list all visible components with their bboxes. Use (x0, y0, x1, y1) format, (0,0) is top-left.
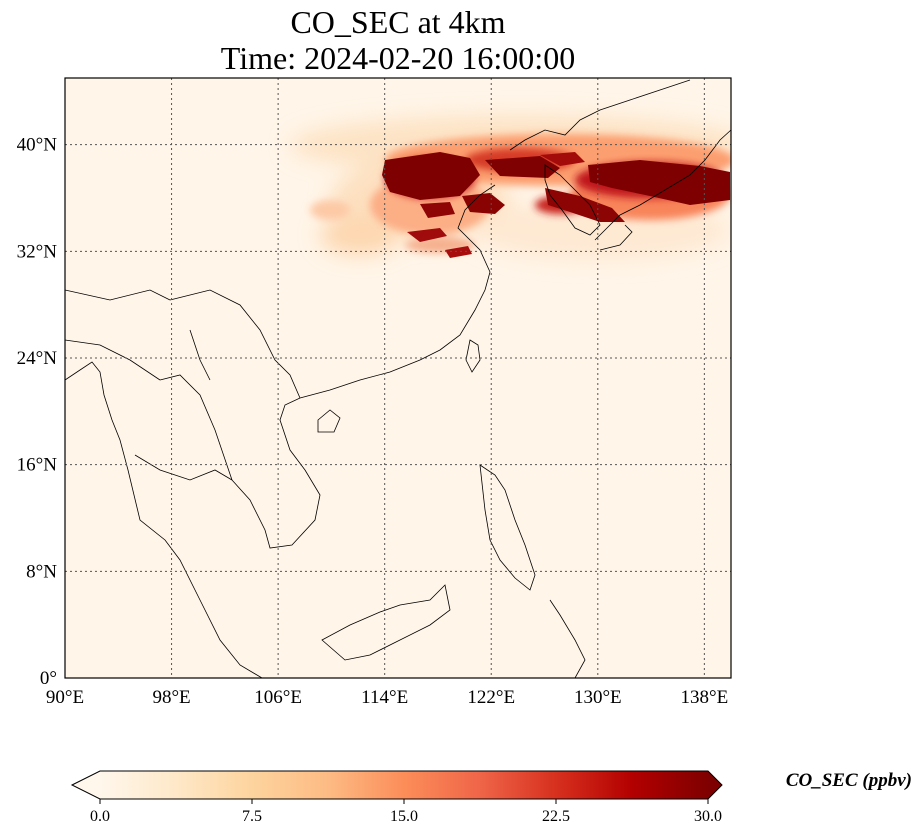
lon-tick-label: 122°E (467, 687, 515, 708)
colorbar-tick-label: 30.0 (694, 808, 722, 825)
colorbar-extend-min (72, 771, 100, 799)
colorbar: 0.0 7.5 15.0 22.5 30.0 (70, 770, 723, 825)
map-subtitle-time: Time: 2024-02-20 16:00:00 (220, 40, 576, 76)
lon-tick-label: 138°E (681, 687, 729, 708)
colorbar-gradient (100, 771, 708, 799)
map-title: CO_SEC at 4km (290, 4, 506, 40)
concentration-field (65, 78, 731, 678)
plume-core (382, 152, 730, 258)
latitude-axis: 0° 8°N 16°N 24°N 32°N 40°N (17, 135, 58, 689)
lon-tick-label: 98°E (152, 687, 190, 708)
lat-tick-label: 0° (40, 668, 57, 689)
gridlines (65, 78, 731, 678)
longitude-axis: 90°E 98°E 106°E 114°E 122°E 130°E 138°E (46, 687, 728, 708)
colorbar-tick-label: 0.0 (90, 808, 110, 825)
colorbar-tick-label: 7.5 (242, 808, 262, 825)
lat-tick-label: 16°N (17, 455, 58, 476)
lon-tick-label: 90°E (46, 687, 84, 708)
colorbar-tick-label: 22.5 (542, 808, 570, 825)
colorbar-extend-max (708, 771, 722, 799)
lon-tick-label: 106°E (254, 687, 302, 708)
colorbar-tick-label: 15.0 (390, 808, 418, 825)
lat-tick-label: 32°N (17, 241, 58, 262)
colorbar-label: CO_SEC (ppbv) (785, 770, 912, 791)
colorbar-ticks: 0.0 7.5 15.0 22.5 30.0 (90, 799, 722, 825)
lat-tick-label: 24°N (17, 348, 58, 369)
lat-tick-label: 8°N (26, 561, 57, 582)
lon-tick-label: 130°E (574, 687, 622, 708)
map-frame (64, 77, 732, 679)
lon-tick-label: 114°E (361, 687, 408, 708)
lat-tick-label: 40°N (17, 135, 58, 156)
